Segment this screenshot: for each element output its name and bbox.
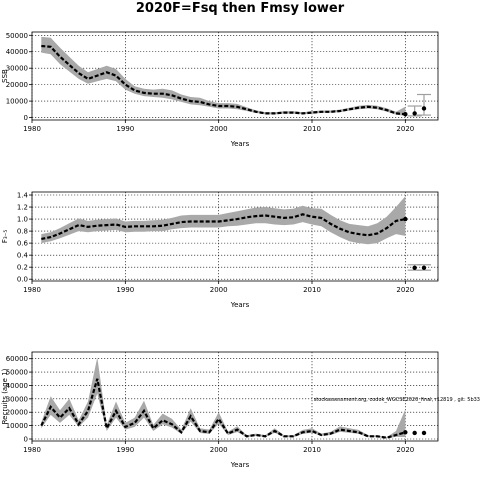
x-tick-label: 2010	[303, 125, 321, 133]
y-tick-label: 40000	[6, 48, 28, 56]
x-tick-label: 1990	[116, 286, 134, 294]
run-note: stockassessment.org, codok_WGCSE2020_fin…	[314, 397, 480, 403]
forecast-point	[421, 265, 427, 270]
y-tick-label: 20000	[6, 81, 28, 89]
y-tick-label: 30000	[6, 395, 28, 403]
x-tick-label: 2020	[396, 446, 414, 454]
y-tick-label: 10000	[6, 98, 28, 106]
x-tick-label: 2020	[396, 125, 414, 133]
last-estimate-point	[403, 112, 408, 117]
y-tick-label: 10000	[6, 422, 28, 430]
estimate-line	[41, 213, 406, 240]
y-axis-label: Recruits (age 1)	[1, 368, 9, 424]
x-tick-label: 1980	[23, 286, 41, 294]
last-estimate-point	[403, 216, 408, 222]
y-tick-label: 0.2	[17, 264, 28, 272]
y-tick-label: 0	[24, 114, 28, 122]
y-tick-label: 0.0	[17, 276, 28, 284]
last-estimate-point	[403, 430, 408, 435]
x-tick-label: 2000	[210, 446, 228, 454]
y-tick-label: 60000	[6, 355, 28, 363]
x-tick-label: 1980	[23, 125, 41, 133]
x-tick-label: 1980	[23, 446, 41, 454]
plot-frame	[31, 191, 439, 282]
confidence-band	[41, 196, 406, 245]
x-axis-label: Years	[230, 461, 250, 469]
fishing-mortality-panel: 1980 1990 2000 2010 2020 0.0 0.2 0.4 0.6 0.8 1.0 1.…	[1, 191, 439, 309]
y-axis-label: SSB	[1, 69, 9, 83]
y-tick-label: 0.4	[17, 252, 29, 260]
y-axis-label: F₃₋₅	[1, 230, 9, 244]
estimate-line	[40, 378, 406, 439]
forecast-point	[421, 430, 427, 436]
y-tick-label: 0.8	[17, 228, 28, 236]
forecast-point	[412, 265, 417, 270]
x-tick-label: 2020	[396, 286, 414, 294]
figure-title: 2020F=Fsq then Fmsy lower	[136, 1, 345, 16]
confidence-band	[41, 36, 406, 116]
plot-frame	[31, 31, 439, 121]
x-tick-label: 1990	[116, 125, 134, 133]
recruitment-panel: 1980 1990 2000 2010 2020 0 10000 20000 30000 4000…	[1, 351, 439, 469]
x-axis-label: Years	[230, 140, 250, 148]
ssb-panel: 1980 1990 2000 2010 2020 0 10000 20000 30000 4000…	[1, 31, 439, 148]
x-tick-label: 1990	[116, 446, 134, 454]
y-tick-label: 1.4	[17, 192, 29, 200]
confidence-band	[41, 357, 406, 439]
forecast-point	[412, 111, 417, 116]
y-tick-label: 30000	[6, 65, 28, 73]
x-tick-label: 2000	[210, 125, 228, 133]
y-tick-label: 1.0	[17, 216, 28, 224]
forecast-point	[412, 430, 417, 436]
plot-frame	[31, 351, 439, 442]
y-tick-label: 0	[24, 435, 28, 443]
x-axis-label: Years	[230, 301, 250, 309]
y-tick-label: 50000	[6, 369, 28, 377]
x-tick-label: 2010	[303, 446, 321, 454]
y-tick-label: 0.6	[17, 240, 29, 248]
y-tick-label: 40000	[6, 382, 28, 390]
x-tick-label: 2010	[303, 286, 321, 294]
forecast-point	[421, 106, 427, 111]
x-tick-label: 2000	[210, 286, 228, 294]
y-tick-label: 1.2	[17, 204, 28, 212]
y-tick-label: 20000	[6, 409, 28, 417]
estimate-line	[41, 44, 406, 116]
y-tick-label: 50000	[6, 32, 28, 40]
